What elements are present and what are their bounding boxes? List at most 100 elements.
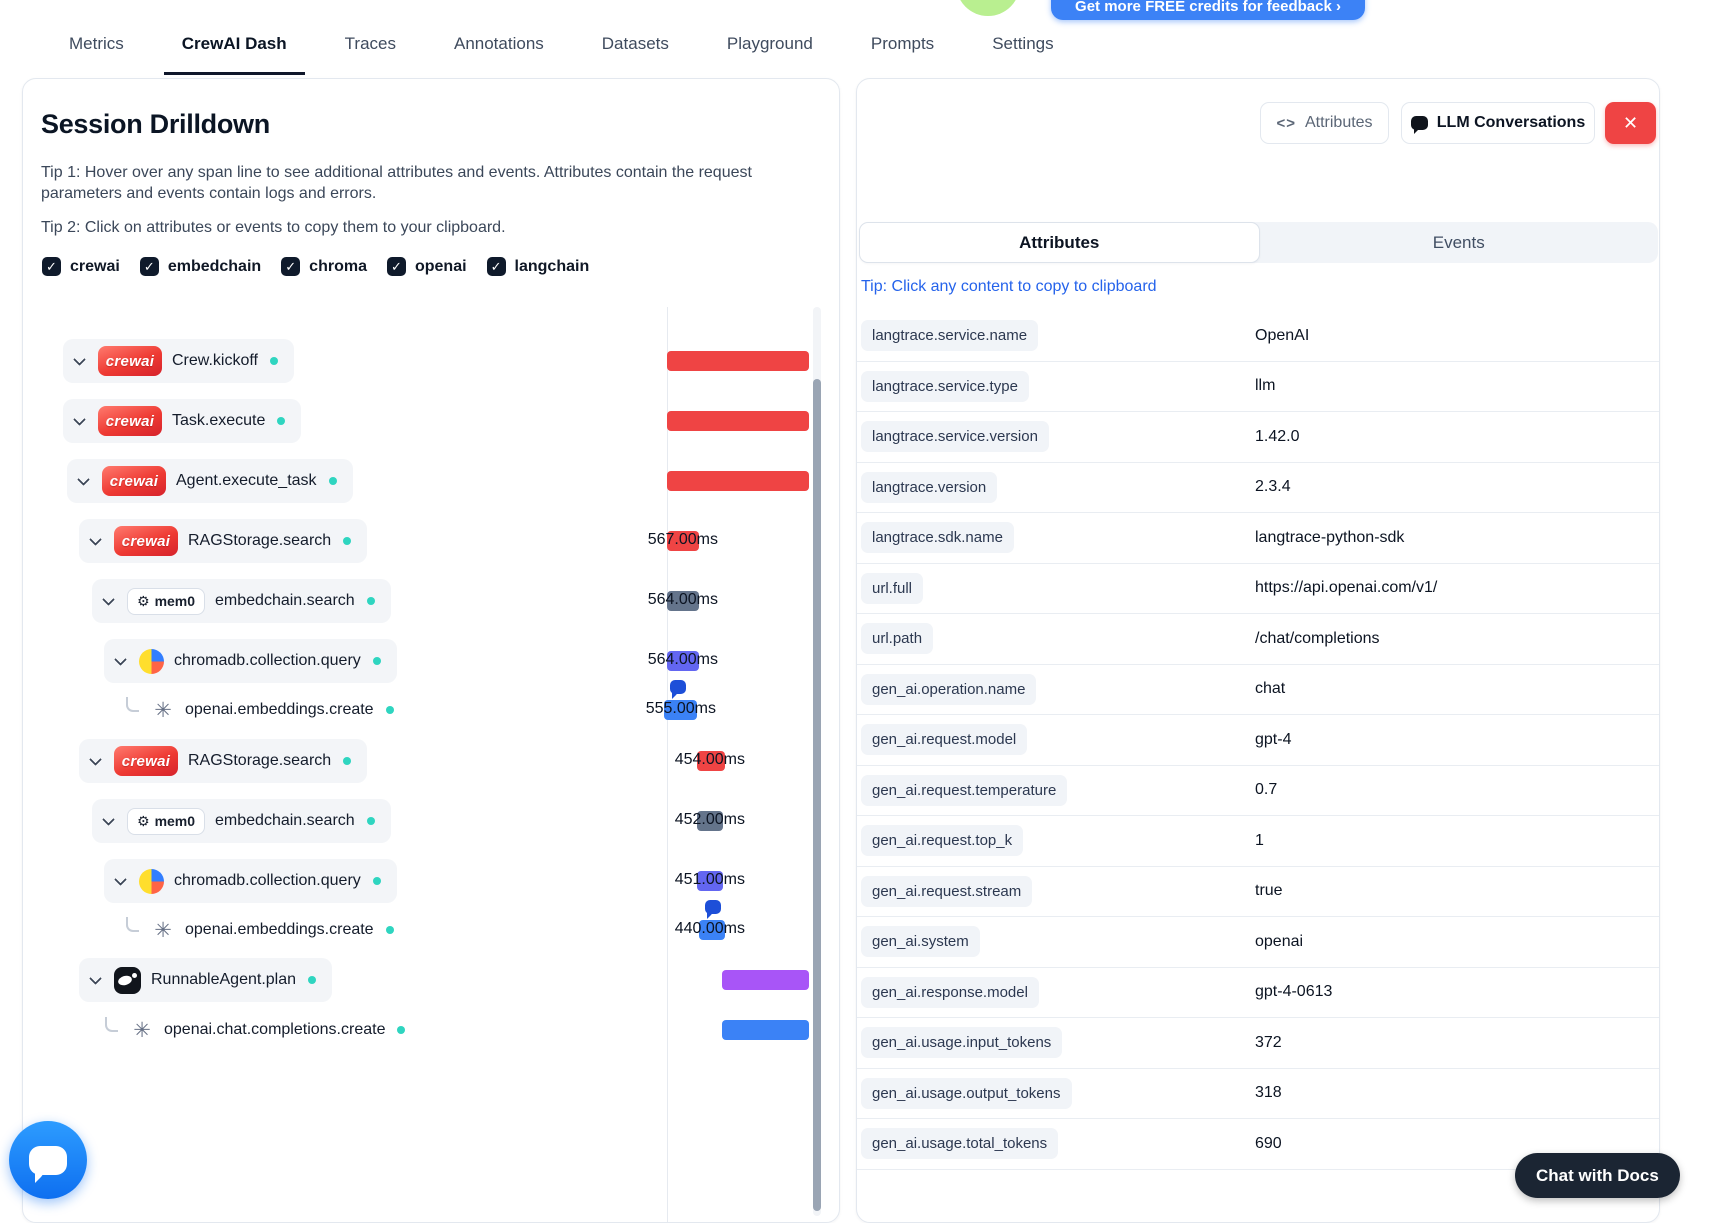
attribute-value[interactable]: 2.3.4 xyxy=(1255,478,1291,496)
filter-openai[interactable]: ✓ openai xyxy=(386,257,467,276)
checkbox-icon[interactable]: ✓ xyxy=(281,257,301,276)
tab-attributes[interactable]: Attributes xyxy=(859,222,1260,263)
span-bar[interactable] xyxy=(664,700,697,720)
span-row[interactable]: ✳ openai.embeddings.create xyxy=(126,692,394,728)
chevron-down-icon[interactable] xyxy=(114,873,127,886)
checkbox-icon[interactable]: ✓ xyxy=(42,257,61,276)
attribute-value[interactable]: true xyxy=(1255,882,1283,900)
span-bar[interactable] xyxy=(697,811,723,831)
attribute-key[interactable]: gen_ai.usage.total_tokens xyxy=(861,1128,1059,1160)
span-bar[interactable] xyxy=(667,651,699,671)
span-row[interactable]: crewai Crew.kickoff xyxy=(63,339,294,383)
span-row[interactable]: ✳ openai.chat.completions.create xyxy=(105,1012,406,1048)
avatar[interactable] xyxy=(956,0,1020,16)
chat-widget-button[interactable] xyxy=(9,1121,87,1199)
chevron-down-icon[interactable] xyxy=(89,533,102,546)
attribute-value[interactable]: openai xyxy=(1255,932,1304,950)
checkbox-icon[interactable]: ✓ xyxy=(386,257,406,276)
chat-bubble-icon xyxy=(29,1145,67,1183)
attribute-key[interactable]: url.path xyxy=(861,623,934,655)
attribute-value[interactable]: llm xyxy=(1255,377,1276,395)
span-row[interactable]: ✳ openai.embeddings.create xyxy=(126,912,394,948)
span-row[interactable]: chromadb.collection.query xyxy=(104,639,397,683)
credits-button[interactable]: Get more FREE credits for feedback › xyxy=(1051,0,1365,20)
filter-crewai[interactable]: ✓ crewai xyxy=(42,257,120,276)
chevron-down-icon[interactable] xyxy=(77,473,90,486)
chat-with-docs-button[interactable]: Chat with Docs xyxy=(1515,1153,1680,1198)
chevron-down-icon[interactable] xyxy=(89,753,102,766)
tab-metrics[interactable]: Metrics xyxy=(69,34,124,53)
attribute-value[interactable]: gpt-4 xyxy=(1255,730,1292,748)
attribute-key[interactable]: gen_ai.system xyxy=(861,926,980,958)
chevron-down-icon[interactable] xyxy=(89,972,102,985)
attribute-value[interactable]: 1 xyxy=(1255,831,1264,849)
attribute-key[interactable]: gen_ai.request.model xyxy=(861,724,1028,756)
attribute-key[interactable]: gen_ai.response.model xyxy=(861,976,1039,1008)
filter-langchain[interactable]: ✓ langchain xyxy=(486,257,589,276)
span-row[interactable]: crewai Agent.execute_task xyxy=(67,459,353,503)
attribute-key[interactable]: langtrace.service.name xyxy=(861,320,1039,352)
span-row[interactable]: crewai RAGStorage.search xyxy=(79,519,368,563)
chevron-down-icon[interactable] xyxy=(114,653,127,666)
attribute-value[interactable]: OpenAI xyxy=(1255,326,1310,344)
span-bar[interactable] xyxy=(722,1020,809,1040)
checkbox-icon[interactable]: ✓ xyxy=(139,257,159,276)
span-row[interactable]: crewai RAGStorage.search xyxy=(79,739,368,783)
span-bar[interactable] xyxy=(722,970,809,990)
span-bar[interactable] xyxy=(667,351,809,371)
checkbox-icon[interactable]: ✓ xyxy=(486,257,506,276)
attribute-key[interactable]: url.full xyxy=(861,572,924,604)
span-bar[interactable] xyxy=(697,751,725,771)
attributes-view-button[interactable]: <> Attributes xyxy=(1260,102,1389,144)
span-bar[interactable] xyxy=(699,920,725,940)
filter-embedchain[interactable]: ✓ embedchain xyxy=(139,257,261,276)
chevron-down-icon[interactable] xyxy=(73,353,86,366)
attribute-key[interactable]: gen_ai.operation.name xyxy=(861,673,1037,705)
attribute-key[interactable]: langtrace.version xyxy=(861,471,998,503)
attribute-value[interactable]: 318 xyxy=(1255,1084,1282,1102)
close-button[interactable]: ✕ xyxy=(1605,102,1656,144)
attribute-row: url.full https://api.openai.com/v1/ xyxy=(857,564,1659,614)
llm-conversations-button[interactable]: LLM Conversations xyxy=(1401,102,1595,144)
attribute-value[interactable]: https://api.openai.com/v1/ xyxy=(1255,579,1438,597)
attribute-key[interactable]: langtrace.service.type xyxy=(861,370,1029,402)
attribute-key[interactable]: gen_ai.request.stream xyxy=(861,875,1033,907)
chevron-down-icon[interactable] xyxy=(102,813,115,826)
tab-prompts[interactable]: Prompts xyxy=(870,34,935,53)
attribute-value[interactable]: langtrace-python-sdk xyxy=(1255,528,1405,546)
chevron-down-icon[interactable] xyxy=(102,593,115,606)
attribute-value[interactable]: 690 xyxy=(1255,1134,1282,1152)
filter-chroma[interactable]: ✓ chroma xyxy=(281,257,367,276)
tab-settings[interactable]: Settings xyxy=(992,34,1054,53)
attribute-key[interactable]: gen_ai.request.temperature xyxy=(861,774,1068,806)
attribute-value[interactable]: gpt-4-0613 xyxy=(1255,983,1333,1001)
tab-crewai-dash[interactable]: CrewAI Dash xyxy=(163,34,305,75)
span-bar[interactable] xyxy=(667,531,699,551)
tab-events[interactable]: Events xyxy=(1432,232,1485,252)
tab-datasets[interactable]: Datasets xyxy=(601,34,669,53)
span-bar[interactable] xyxy=(697,871,723,891)
span-row[interactable]: RunnableAgent.plan xyxy=(79,958,333,1002)
attribute-key[interactable]: gen_ai.request.top_k xyxy=(861,825,1024,857)
span-row[interactable]: crewai Task.execute xyxy=(63,399,302,443)
span-bar[interactable] xyxy=(667,471,809,491)
tab-traces[interactable]: Traces xyxy=(344,34,396,53)
span-row[interactable]: ⚙ mem0 embedchain.search xyxy=(92,799,391,843)
attribute-key[interactable]: gen_ai.usage.input_tokens xyxy=(861,1027,1063,1059)
attribute-value[interactable]: 372 xyxy=(1255,1033,1282,1051)
tab-annotations[interactable]: Annotations xyxy=(453,34,544,53)
tab-playground[interactable]: Playground xyxy=(726,34,813,53)
scrollbar-thumb[interactable] xyxy=(813,379,821,1211)
attribute-key[interactable]: langtrace.service.version xyxy=(861,421,1049,453)
attribute-key[interactable]: gen_ai.usage.output_tokens xyxy=(861,1077,1072,1109)
attribute-value[interactable]: /chat/completions xyxy=(1255,629,1380,647)
attribute-value[interactable]: 1.42.0 xyxy=(1255,427,1300,445)
span-bar[interactable] xyxy=(667,411,809,431)
attribute-value[interactable]: 0.7 xyxy=(1255,781,1278,799)
chevron-down-icon[interactable] xyxy=(73,413,86,426)
attribute-key[interactable]: langtrace.sdk.name xyxy=(861,522,1014,554)
attribute-value[interactable]: chat xyxy=(1255,680,1286,698)
span-row[interactable]: chromadb.collection.query xyxy=(104,859,397,903)
span-bar[interactable] xyxy=(667,591,699,611)
span-row[interactable]: ⚙ mem0 embedchain.search xyxy=(92,579,391,623)
